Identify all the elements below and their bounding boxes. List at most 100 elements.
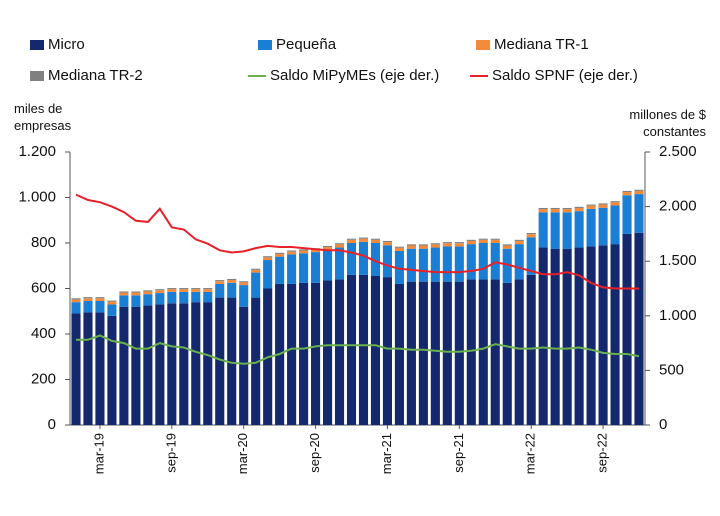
bar (179, 288, 189, 290)
bar (502, 282, 512, 425)
legend-swatch (30, 71, 44, 81)
bar (143, 294, 153, 306)
bar (215, 283, 225, 298)
bar (634, 232, 644, 425)
bar (478, 239, 488, 243)
bar (526, 274, 536, 425)
x-tick-label: mar-21 (379, 433, 394, 474)
bar (191, 288, 201, 290)
bar (179, 289, 189, 292)
bar (287, 250, 297, 252)
bar (430, 281, 440, 425)
bar (83, 297, 93, 299)
x-tick-label: mar-20 (235, 433, 250, 474)
y2-tick-label: 2.000 (659, 198, 697, 215)
bar (346, 243, 357, 275)
bar (514, 244, 524, 280)
bar (107, 300, 117, 302)
bar (155, 304, 165, 425)
bar (227, 278, 237, 281)
bar (191, 291, 201, 303)
x-tick-label: sep-21 (451, 433, 466, 473)
bar (562, 212, 572, 249)
bar (538, 247, 548, 425)
bar (83, 312, 93, 425)
bar (287, 283, 297, 425)
bar (370, 243, 381, 276)
bar (275, 256, 285, 284)
bar (203, 291, 213, 303)
bar (466, 239, 476, 241)
bar (251, 297, 261, 425)
bar (191, 289, 201, 292)
bar (538, 207, 548, 210)
legend-label: Mediana TR-1 (494, 36, 589, 53)
bar (634, 194, 644, 233)
y-tick-label: 600 (31, 279, 56, 296)
bar (239, 285, 249, 307)
bar (466, 244, 476, 280)
bar (430, 247, 440, 282)
y2-tick-label: 1.000 (659, 307, 697, 324)
bar (119, 291, 129, 293)
bar (382, 242, 392, 246)
bar (119, 295, 129, 307)
bar (586, 204, 596, 206)
x-tick-label: mar-19 (91, 433, 106, 474)
bar (466, 279, 476, 425)
bar (430, 243, 440, 245)
bar (203, 302, 213, 425)
bar (71, 299, 81, 303)
bar (323, 280, 333, 425)
bar (358, 238, 369, 242)
bar (95, 301, 105, 313)
bar (610, 202, 620, 206)
bar (323, 247, 333, 250)
legend-swatch (30, 40, 44, 50)
bar (95, 297, 105, 299)
bar (263, 257, 273, 261)
bar (574, 247, 584, 425)
bar (107, 304, 117, 316)
bar (358, 274, 369, 425)
bar (227, 282, 237, 298)
bar (131, 291, 141, 293)
bar (239, 282, 249, 286)
bar (442, 242, 452, 244)
bar (550, 207, 560, 210)
bar (167, 303, 177, 425)
bar (71, 298, 81, 300)
y2-tick-label: 0 (659, 416, 667, 433)
x-tick-label: sep-19 (163, 433, 178, 473)
bar (131, 292, 141, 296)
bar (143, 291, 153, 295)
bar (334, 247, 345, 280)
bar (490, 279, 500, 425)
bar (263, 256, 273, 258)
bar (251, 268, 261, 270)
bar (311, 252, 321, 283)
bar (203, 289, 213, 292)
bar (311, 282, 321, 425)
bar (287, 254, 297, 284)
bar (370, 238, 381, 240)
bar (382, 277, 392, 425)
bar (418, 248, 428, 282)
bar (95, 298, 105, 302)
bar (598, 204, 608, 208)
bar (155, 289, 165, 291)
bar (167, 289, 177, 292)
bar (394, 246, 404, 248)
bar (562, 209, 572, 213)
bar (550, 212, 560, 249)
bar (466, 240, 476, 245)
bar (406, 248, 416, 282)
bar (442, 246, 452, 282)
bar (622, 233, 632, 425)
bar (382, 240, 392, 243)
bar (442, 243, 452, 247)
bar (490, 239, 500, 243)
bar (538, 209, 548, 213)
bar (239, 306, 249, 425)
